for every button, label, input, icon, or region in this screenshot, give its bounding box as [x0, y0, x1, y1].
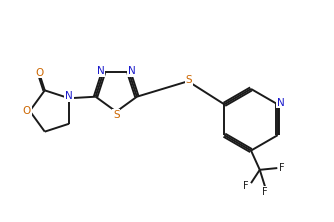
- Text: F: F: [279, 163, 284, 173]
- Text: N: N: [128, 66, 136, 76]
- Text: S: S: [113, 109, 120, 119]
- Text: N: N: [97, 66, 105, 76]
- Text: F: F: [243, 181, 248, 191]
- Text: F: F: [262, 187, 268, 197]
- Text: N: N: [65, 91, 73, 101]
- Text: O: O: [23, 106, 31, 116]
- Text: N: N: [277, 98, 284, 108]
- Text: O: O: [36, 67, 44, 77]
- Text: S: S: [186, 75, 192, 85]
